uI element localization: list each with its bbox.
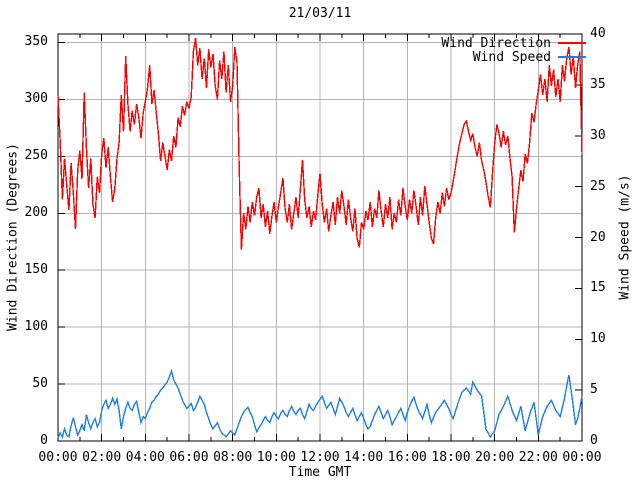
y-left-tick-label: 150 bbox=[24, 262, 48, 278]
wind-speed-line bbox=[57, 368, 583, 439]
x-tick-label: 22:00 bbox=[518, 450, 558, 465]
x-tick-label: 00:00 bbox=[562, 450, 602, 465]
y-right-tick-label: 0 bbox=[590, 433, 598, 448]
y-left-tick-label: 200 bbox=[24, 205, 48, 221]
y-right-tick-label: 10 bbox=[590, 331, 606, 347]
x-tick-label: 20:00 bbox=[475, 450, 515, 465]
y-left-tick-label: 100 bbox=[24, 319, 48, 335]
x-tick-label: 10:00 bbox=[256, 450, 296, 465]
x-tick-label: 00:00 bbox=[38, 450, 78, 465]
y-left-tick-label: 50 bbox=[32, 376, 48, 392]
y-right-tick-label: 25 bbox=[590, 178, 606, 194]
y-right-tick-label: 15 bbox=[590, 280, 606, 296]
y-right-tick-label: 5 bbox=[590, 382, 598, 398]
x-tick-label: 14:00 bbox=[344, 450, 384, 465]
y-left-tick-label: 0 bbox=[40, 433, 48, 448]
x-axis-label: Time GMT bbox=[288, 465, 352, 480]
y-right-tick-label: 30 bbox=[590, 127, 606, 143]
y-right-tick-label: 35 bbox=[590, 76, 606, 92]
x-tick-label: 08:00 bbox=[213, 450, 253, 465]
y-left-tick-label: 250 bbox=[24, 148, 48, 164]
y-left-tick-label: 300 bbox=[24, 91, 48, 107]
x-tick-label: 04:00 bbox=[125, 450, 165, 465]
y-axis-left-label: Wind Direction (Degrees) bbox=[5, 143, 21, 331]
x-tick-label: 06:00 bbox=[169, 450, 209, 465]
legend-entry-wind-direction: Wind Direction bbox=[441, 36, 551, 51]
y-right-tick-label: 20 bbox=[590, 229, 606, 245]
chart-title: 21/03/11 bbox=[288, 6, 352, 21]
axis-ticks bbox=[57, 34, 583, 441]
x-tick-label: 18:00 bbox=[431, 450, 471, 465]
grid-lines bbox=[58, 34, 582, 441]
y-left-tick-label: 350 bbox=[24, 34, 48, 50]
x-tick-label: 16:00 bbox=[387, 450, 427, 465]
wind-direction-line bbox=[57, 37, 583, 250]
x-tick-label: 12:00 bbox=[300, 450, 340, 465]
y-right-tick-label: 40 bbox=[590, 26, 606, 41]
plot-frame bbox=[57, 33, 583, 442]
x-tick-label: 02:00 bbox=[82, 450, 122, 465]
legend-entry-wind-speed: Wind Speed bbox=[472, 50, 551, 65]
